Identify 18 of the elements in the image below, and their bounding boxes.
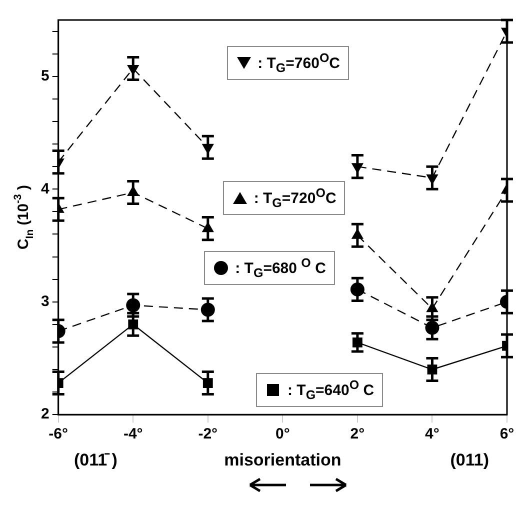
x-tick-label: 0°: [276, 426, 290, 443]
x-tick-label: -2°: [198, 426, 218, 443]
x-tick-label: -4°: [123, 426, 143, 443]
y-tick-label: 2: [41, 406, 50, 423]
x-tick-label: 4°: [425, 426, 440, 443]
legend-label: : T$_{G}$=760$^{O}$C: [258, 50, 340, 75]
x-axis-title: misorientation: [224, 450, 342, 470]
y-tick-label: 5: [41, 68, 50, 85]
y-tick-label: 3: [41, 293, 50, 310]
legend-label: : T$_{G}$=680 $^{O}$ C: [235, 256, 326, 280]
x-tick-label: -6°: [48, 426, 68, 443]
legend-label: : T$_{G}$=720$^{O}$C: [254, 186, 336, 210]
x-tick-label: 6°: [500, 426, 514, 443]
x-tick-label: 2°: [350, 426, 365, 443]
y-tick-label: 4: [41, 180, 50, 198]
y-axis-title: CIn (10-3 ): [12, 185, 36, 250]
text: (011): [450, 450, 489, 470]
text: (011̄ ): [74, 450, 118, 470]
